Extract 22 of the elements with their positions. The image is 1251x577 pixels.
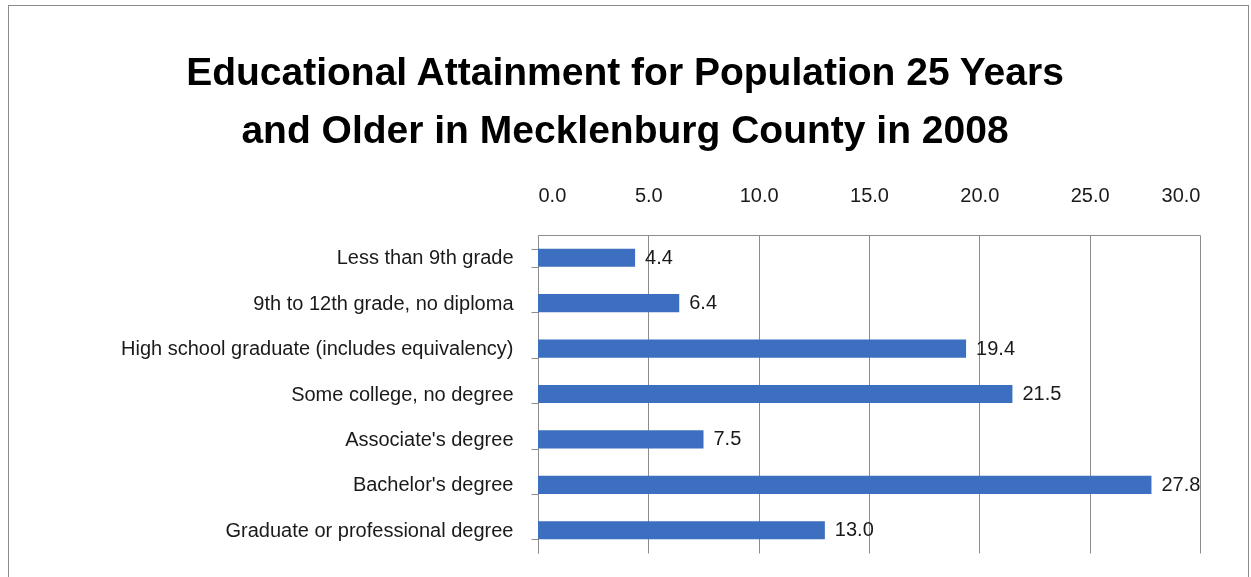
data-label: 21.5: [1022, 382, 1062, 404]
data-label: 6.4: [689, 291, 718, 314]
y-tick-label: Bachelor's degree: [352, 473, 514, 496]
x-tick-label: 30.0: [1161, 183, 1201, 206]
data-label: 4.4: [645, 245, 673, 268]
y-tick-label: Graduate or professional degree: [225, 518, 514, 541]
data-label: 27.8: [1161, 472, 1201, 495]
y-tick-label: Some college, no degree: [291, 382, 514, 405]
y-tick-label: 9th to 12th grade, no diploma: [253, 291, 515, 314]
chart-title: Educational Attainment for Population 25 Years and Older in Mecklenburg County in 2008: [186, 50, 1064, 151]
x-tick-label: 0.0: [538, 183, 567, 206]
x-tick-label: 25.0: [1070, 183, 1110, 206]
y-tick-label: Associate's degree: [345, 427, 514, 450]
y-tick-label: Less than 9th grade: [336, 246, 514, 269]
data-label: 19.4: [976, 336, 1016, 359]
x-tick-label: 15.0: [850, 183, 889, 206]
data-label: 13.0: [834, 518, 874, 541]
x-tick-label: 5.0: [634, 183, 663, 206]
x-tick-label: 10.0: [739, 183, 779, 206]
y-tick-label: High school graduate (includes equivalency): [121, 337, 514, 360]
x-tick-label: 20.0: [960, 183, 1000, 206]
data-label: 7.5: [713, 427, 742, 450]
